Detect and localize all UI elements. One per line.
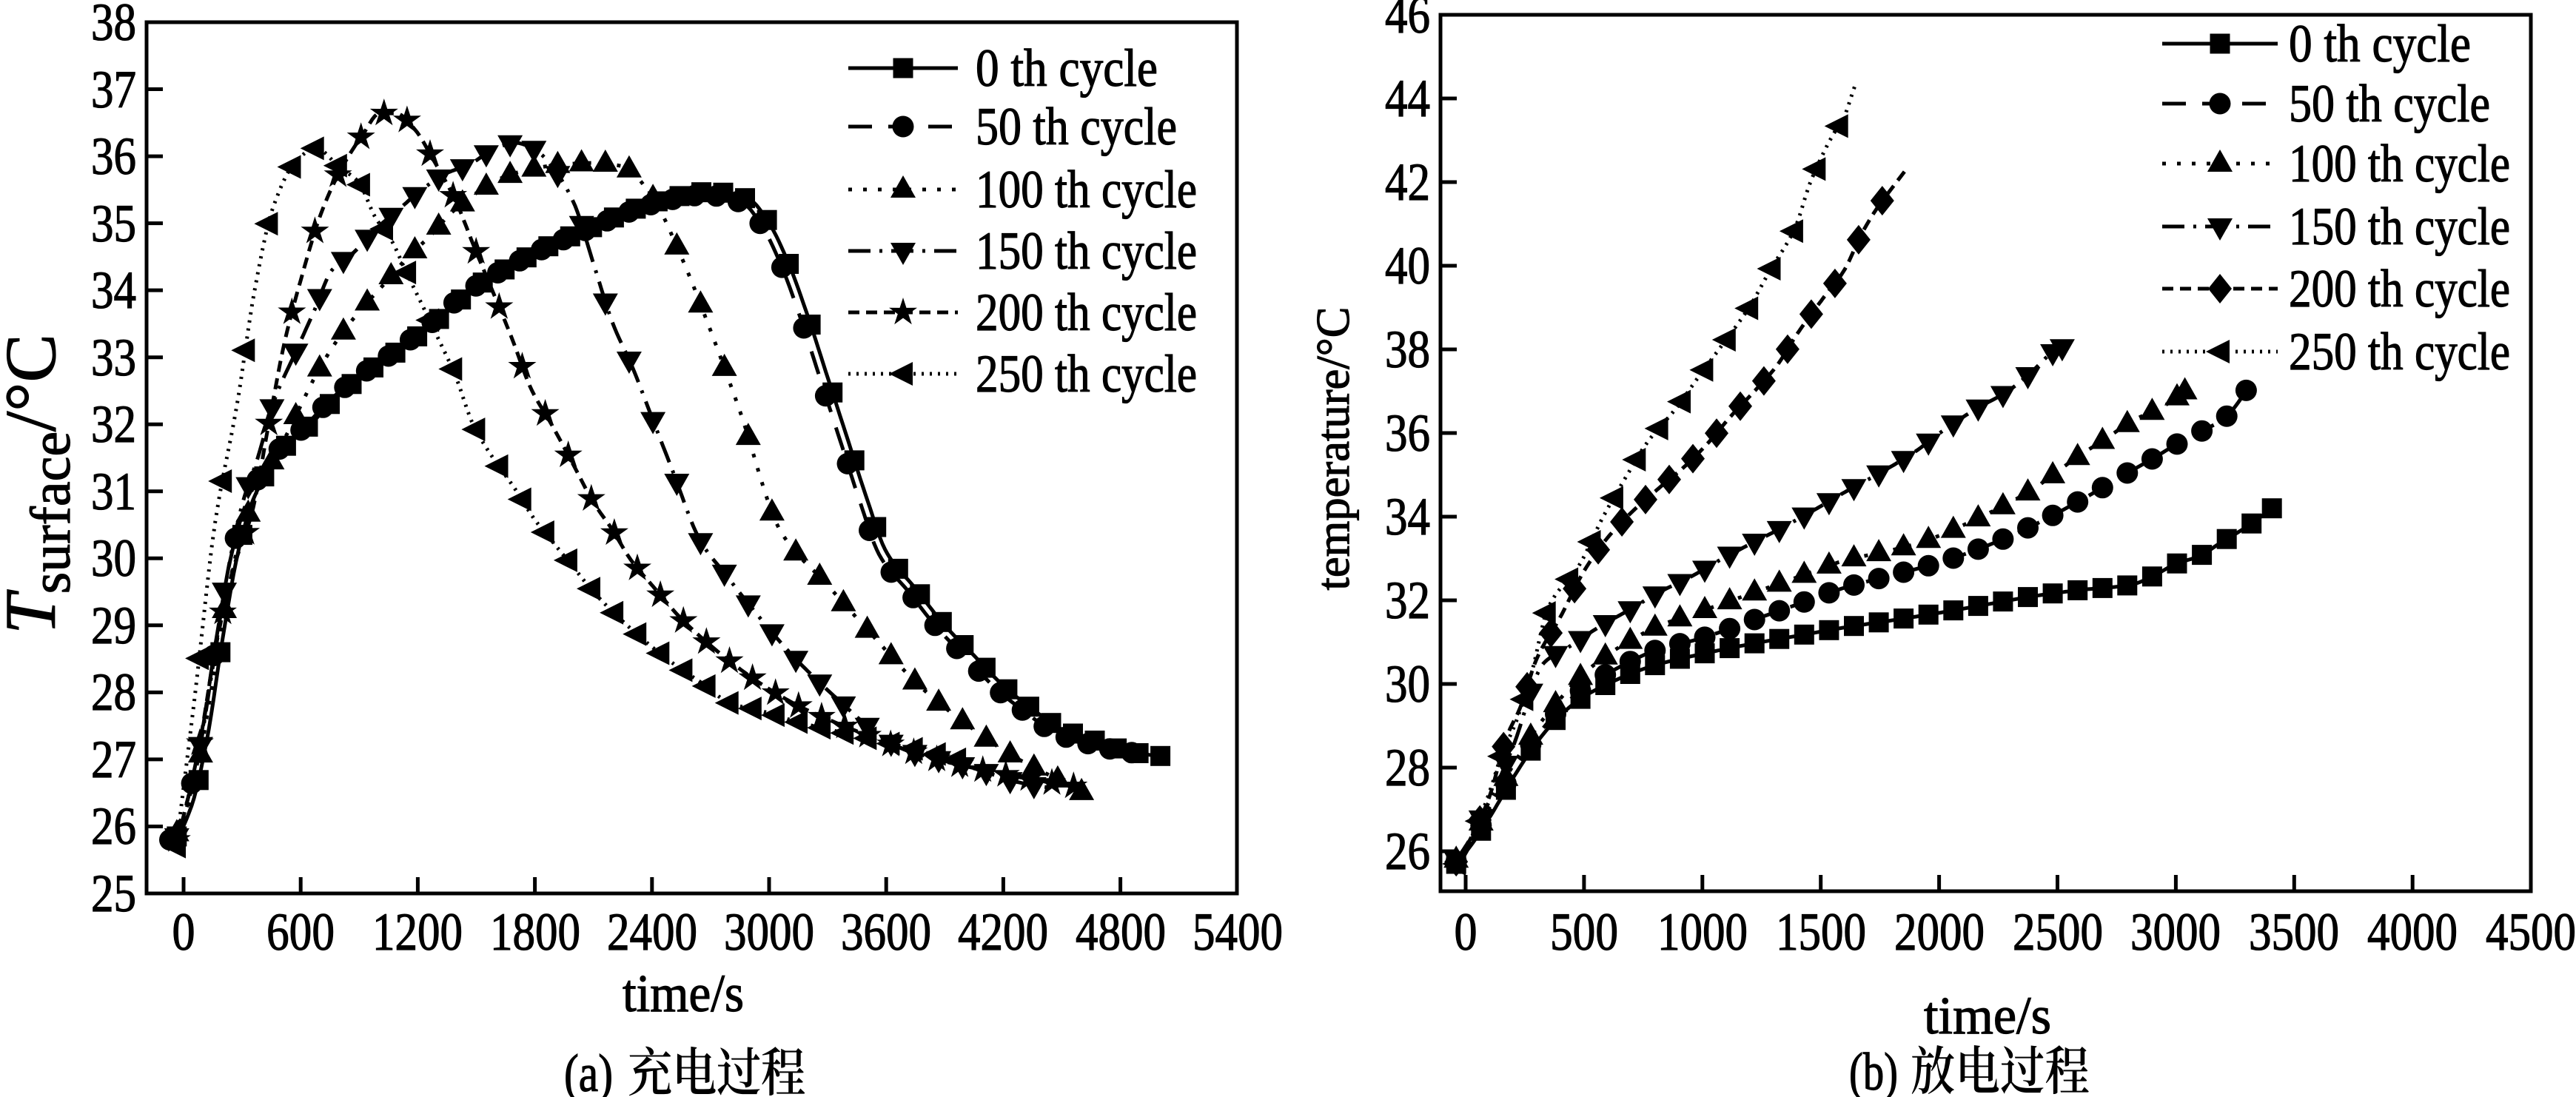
svg-text:1000: 1000: [1657, 902, 1748, 962]
svg-text:150 th cycle: 150 th cycle: [976, 221, 1197, 281]
svg-text:3600: 3600: [841, 902, 931, 962]
svg-text:38: 38: [91, 0, 136, 52]
svg-text:28: 28: [1385, 738, 1430, 797]
svg-text:(a): (a): [564, 1044, 613, 1097]
svg-text:36: 36: [91, 127, 136, 186]
svg-text:3000: 3000: [724, 902, 814, 962]
svg-text:34: 34: [1385, 487, 1430, 546]
svg-text:27: 27: [91, 730, 136, 789]
svg-text:4000: 4000: [2367, 902, 2458, 962]
svg-text:600: 600: [266, 902, 335, 962]
svg-text:36: 36: [1385, 403, 1430, 463]
svg-text:100 th cycle: 100 th cycle: [976, 160, 1197, 219]
svg-text:31: 31: [91, 462, 136, 521]
svg-text:100 th cycle: 100 th cycle: [2289, 134, 2510, 193]
svg-text:0: 0: [1455, 902, 1477, 962]
svg-text:28: 28: [91, 662, 136, 722]
svg-text:time/s: time/s: [623, 964, 744, 1023]
svg-text:200 th cycle: 200 th cycle: [976, 283, 1197, 342]
svg-text:0: 0: [172, 902, 195, 962]
svg-text:25: 25: [91, 864, 136, 923]
svg-text:250 th cycle: 250 th cycle: [976, 344, 1197, 403]
svg-text:42: 42: [1385, 152, 1430, 212]
svg-text:50 th cycle: 50 th cycle: [2289, 74, 2490, 133]
svg-text:44: 44: [1385, 69, 1430, 128]
svg-text:32: 32: [1385, 571, 1430, 630]
svg-text:2000: 2000: [1894, 902, 1985, 962]
svg-text:34: 34: [91, 261, 136, 320]
svg-text:Tsurface/°C: Tsurface/°C: [0, 334, 82, 634]
svg-text:500: 500: [1550, 902, 1618, 962]
svg-text:33: 33: [91, 328, 136, 387]
svg-text:0 th cycle: 0 th cycle: [2289, 14, 2471, 73]
svg-text:26: 26: [1385, 822, 1430, 881]
svg-text:2500: 2500: [2013, 902, 2103, 962]
svg-text:32: 32: [91, 395, 136, 454]
svg-text:35: 35: [91, 194, 136, 253]
svg-text:time/s: time/s: [1924, 986, 2051, 1045]
svg-text:4200: 4200: [958, 902, 1048, 962]
svg-text:1500: 1500: [1776, 902, 1866, 962]
svg-text:40: 40: [1385, 236, 1430, 295]
svg-text:26: 26: [91, 796, 136, 856]
svg-text:1200: 1200: [372, 902, 463, 962]
svg-text:37: 37: [91, 60, 136, 119]
svg-text:4500: 4500: [2486, 902, 2576, 962]
svg-text:(b): (b): [1849, 1042, 1898, 1097]
svg-text:5400: 5400: [1193, 902, 1283, 962]
svg-text:30: 30: [1385, 654, 1430, 714]
svg-text:30: 30: [91, 529, 136, 588]
svg-text:3500: 3500: [2249, 902, 2339, 962]
svg-text:temperature/°C: temperature/°C: [1307, 307, 1359, 591]
svg-text:1800: 1800: [490, 902, 580, 962]
svg-text:50 th cycle: 50 th cycle: [976, 97, 1177, 156]
svg-text:4800: 4800: [1076, 902, 1166, 962]
svg-text:46: 46: [1385, 0, 1430, 44]
svg-text:29: 29: [91, 596, 136, 655]
svg-text:0 th cycle: 0 th cycle: [976, 38, 1158, 98]
svg-text:250 th cycle: 250 th cycle: [2289, 322, 2510, 381]
svg-text:38: 38: [1385, 320, 1430, 379]
svg-text:2400: 2400: [607, 902, 697, 962]
svg-text:200 th cycle: 200 th cycle: [2289, 259, 2510, 318]
svg-text:150 th cycle: 150 th cycle: [2289, 197, 2510, 256]
svg-text:3000: 3000: [2130, 902, 2221, 962]
